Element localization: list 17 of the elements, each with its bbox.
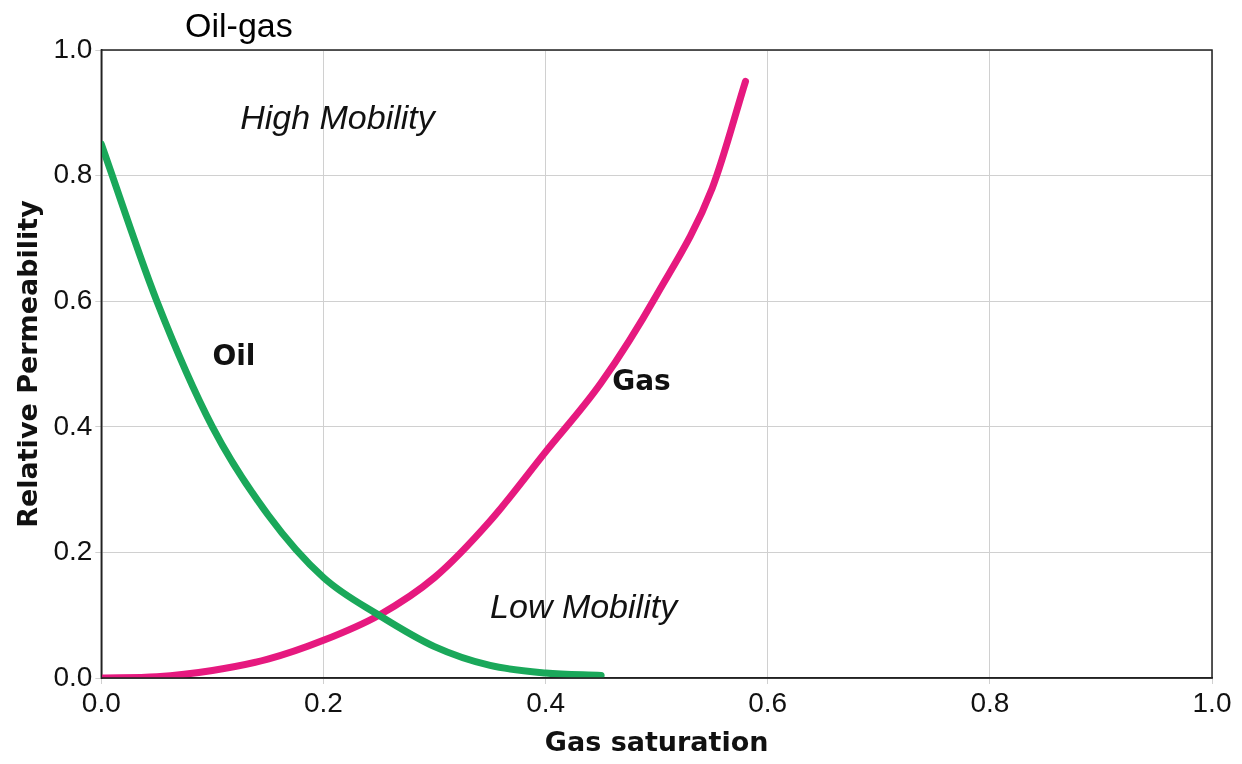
x-tick-label: 0.8: [970, 686, 1010, 718]
y-tick-label: 0.8: [53, 158, 93, 190]
series-label: Oil: [212, 339, 256, 372]
y-tick-label: 0.4: [53, 409, 93, 441]
y-axis-title: Relative Permeability: [12, 199, 44, 528]
y-tick-label: 1.0: [53, 32, 93, 64]
series-label: Gas: [612, 364, 671, 398]
y-tick-label: 0.2: [53, 535, 93, 567]
annotation: High Mobility: [240, 97, 437, 136]
chart-title: Oil-gas: [185, 6, 293, 45]
y-tick-label: 0.6: [53, 283, 93, 315]
x-tick-label: 1.0: [1192, 686, 1232, 718]
x-axis-title: Gas saturation: [544, 725, 769, 757]
x-tick-label: 0.2: [303, 686, 343, 718]
annotation: Low Mobility: [490, 587, 680, 626]
x-tick-label: 0.6: [748, 686, 788, 718]
x-tick-label: 0.4: [526, 686, 566, 718]
